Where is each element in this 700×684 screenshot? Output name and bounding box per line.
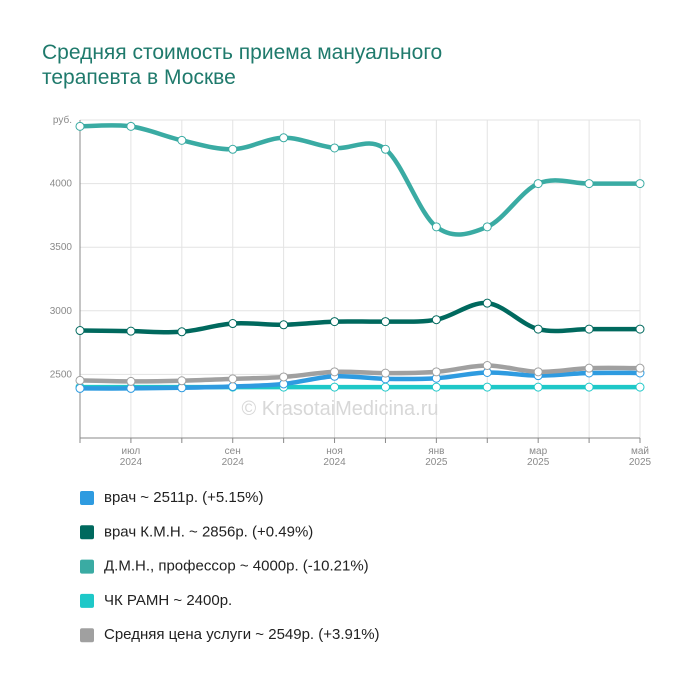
x-tick-label-part: июл bbox=[122, 446, 141, 457]
data-point bbox=[126, 121, 136, 131]
data-point bbox=[533, 324, 543, 334]
legend-swatch bbox=[80, 491, 94, 505]
data-point bbox=[533, 367, 543, 377]
chart-title: Средняя стоимость приема мануального тер… bbox=[42, 41, 443, 89]
data-point bbox=[584, 324, 594, 334]
legend-swatch bbox=[80, 628, 94, 643]
x-tick-label-part: 2025 bbox=[629, 457, 652, 468]
data-point bbox=[177, 327, 187, 337]
data-point bbox=[75, 383, 85, 393]
data-point bbox=[482, 360, 492, 370]
x-tick-label-part: ноя bbox=[326, 446, 343, 457]
data-point bbox=[330, 143, 340, 153]
data-point bbox=[635, 324, 645, 334]
x-tick-label: июл 2024 bbox=[120, 446, 143, 468]
x-tick-label-part: 2025 bbox=[425, 457, 448, 468]
data-point bbox=[635, 179, 645, 189]
data-point bbox=[482, 382, 492, 392]
data-point bbox=[482, 298, 492, 308]
legend-label: врач ~ 2511р. (+5.15%) bbox=[104, 489, 263, 506]
y-tick-label: руб. bbox=[53, 114, 72, 126]
data-point bbox=[533, 179, 543, 189]
x-tick-label-part: 2024 bbox=[222, 457, 245, 468]
data-point bbox=[380, 317, 390, 327]
x-tick-label-part: 2024 bbox=[120, 457, 143, 468]
data-point bbox=[584, 382, 594, 392]
y-tick-label: 4000 bbox=[50, 179, 73, 190]
data-point bbox=[330, 382, 340, 392]
y-tick-label: 3000 bbox=[50, 306, 73, 317]
x-tick-label-part: мар bbox=[529, 446, 547, 457]
watermark: © KrasotaiMedicina.ru bbox=[241, 398, 438, 420]
x-tick-label-part: янв bbox=[428, 446, 444, 457]
data-point bbox=[279, 320, 289, 330]
data-point bbox=[228, 319, 238, 329]
data-point bbox=[126, 376, 136, 386]
data-point bbox=[482, 222, 492, 232]
series-line bbox=[79, 123, 640, 237]
data-point bbox=[584, 363, 594, 373]
data-point bbox=[177, 135, 187, 145]
data-point bbox=[330, 367, 340, 377]
legend-label: ЧК РАМН ~ 2400р. bbox=[104, 592, 232, 609]
x-tick-label-part: сен bbox=[225, 446, 241, 457]
data-point bbox=[431, 367, 441, 377]
data-point bbox=[228, 374, 238, 384]
data-point bbox=[431, 382, 441, 392]
data-point bbox=[279, 372, 289, 382]
data-point bbox=[75, 326, 85, 336]
data-point bbox=[330, 317, 340, 327]
x-tick-label: май 2025 bbox=[629, 446, 652, 468]
legend-swatch bbox=[80, 593, 94, 608]
y-tick-label: 3500 bbox=[50, 242, 73, 253]
data-point bbox=[431, 315, 441, 325]
x-tick-label: ноя 2024 bbox=[323, 446, 346, 468]
data-point bbox=[584, 179, 594, 189]
data-point bbox=[279, 133, 289, 143]
data-point bbox=[75, 121, 85, 131]
data-point bbox=[228, 144, 238, 154]
data-point bbox=[533, 382, 543, 392]
legend-label: Д.М.Н., профессор ~ 4000р. (-10.21%) bbox=[104, 558, 369, 575]
data-point bbox=[380, 144, 390, 154]
legend-swatch bbox=[80, 525, 94, 540]
data-point bbox=[431, 222, 441, 232]
data-point bbox=[380, 382, 390, 392]
data-point bbox=[126, 326, 136, 336]
data-point bbox=[177, 376, 187, 386]
series-line bbox=[79, 300, 640, 335]
x-tick-label-part: 2024 bbox=[323, 457, 346, 468]
legend-label: врач К.М.Н. ~ 2856р. (+0.49%) bbox=[104, 523, 313, 540]
data-point bbox=[635, 382, 645, 392]
data-point bbox=[380, 368, 390, 378]
x-tick-label: мар 2025 bbox=[527, 446, 550, 468]
legend-label: Средняя цена услуги ~ 2549р. (+3.91%) bbox=[104, 626, 380, 643]
legend-swatch bbox=[80, 559, 94, 574]
x-tick-label-part: 2025 bbox=[527, 457, 550, 468]
x-tick-label-part: май bbox=[631, 446, 649, 457]
data-point bbox=[75, 375, 85, 385]
x-tick-label: сен 2024 bbox=[222, 446, 245, 468]
data-point bbox=[635, 363, 645, 373]
y-tick-label: 2500 bbox=[50, 369, 73, 380]
x-tick-label: янв 2025 bbox=[425, 446, 448, 468]
data-point bbox=[228, 381, 238, 391]
